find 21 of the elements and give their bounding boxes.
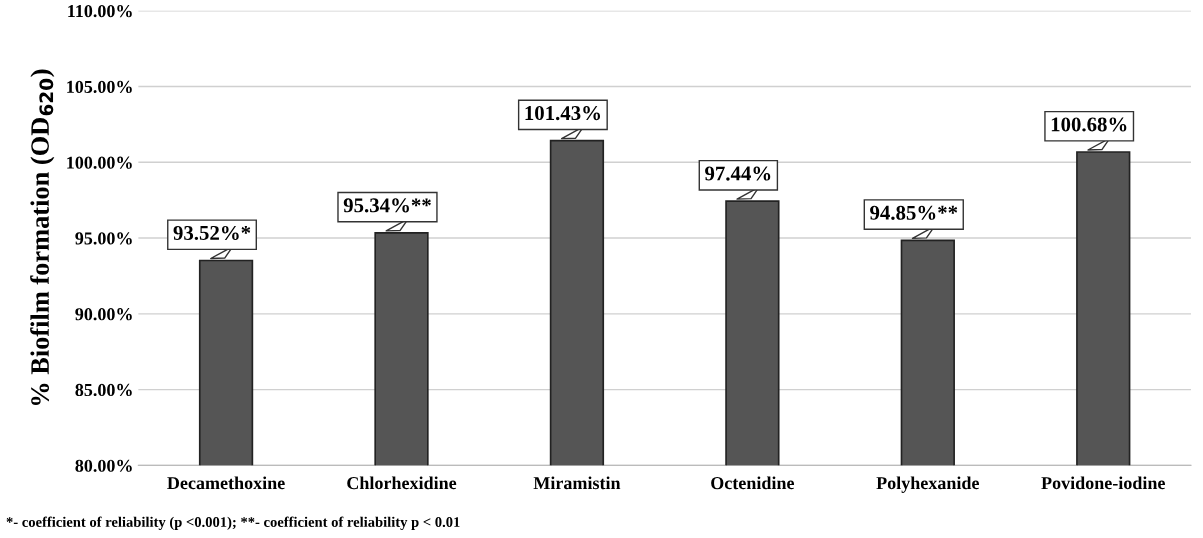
y-tick-label: 100.00% bbox=[67, 156, 132, 169]
y-axis-title: % Biofilm formation (OD$_{620}$) bbox=[30, 69, 55, 406]
y-tick-label: 80.00% bbox=[75, 459, 132, 472]
x-tick-label: Povidone-iodine bbox=[1041, 476, 1165, 490]
data-label: 95.34%** bbox=[343, 198, 431, 213]
data-label: 94.85%** bbox=[870, 205, 958, 220]
x-tick-label: Polyhexanide bbox=[876, 476, 980, 493]
data-label: 101.43% bbox=[525, 106, 601, 121]
x-tick-label: Decamethoxine bbox=[167, 476, 285, 490]
y-tick-label: 95.00% bbox=[75, 232, 132, 245]
x-tick-label: Chlorhexidine bbox=[347, 476, 457, 490]
data-label: 93.52%* bbox=[173, 225, 251, 241]
data-label: 100.68% bbox=[1051, 117, 1127, 132]
y-tick-label: 90.00% bbox=[75, 308, 132, 321]
x-tick-label: Miramistin bbox=[533, 476, 621, 490]
y-tick-label: 110.00% bbox=[68, 5, 132, 18]
y-tick-label: 105.00% bbox=[67, 80, 132, 94]
data-label: 97.44% bbox=[705, 166, 771, 181]
x-tick-label: Octenidine bbox=[711, 476, 795, 490]
text: *- coefficient of reliability (p <0.001); **- coefficient of reliability p < 0.01 bbox=[6, 516, 460, 530]
y-tick-label: 85.00% bbox=[75, 383, 132, 397]
